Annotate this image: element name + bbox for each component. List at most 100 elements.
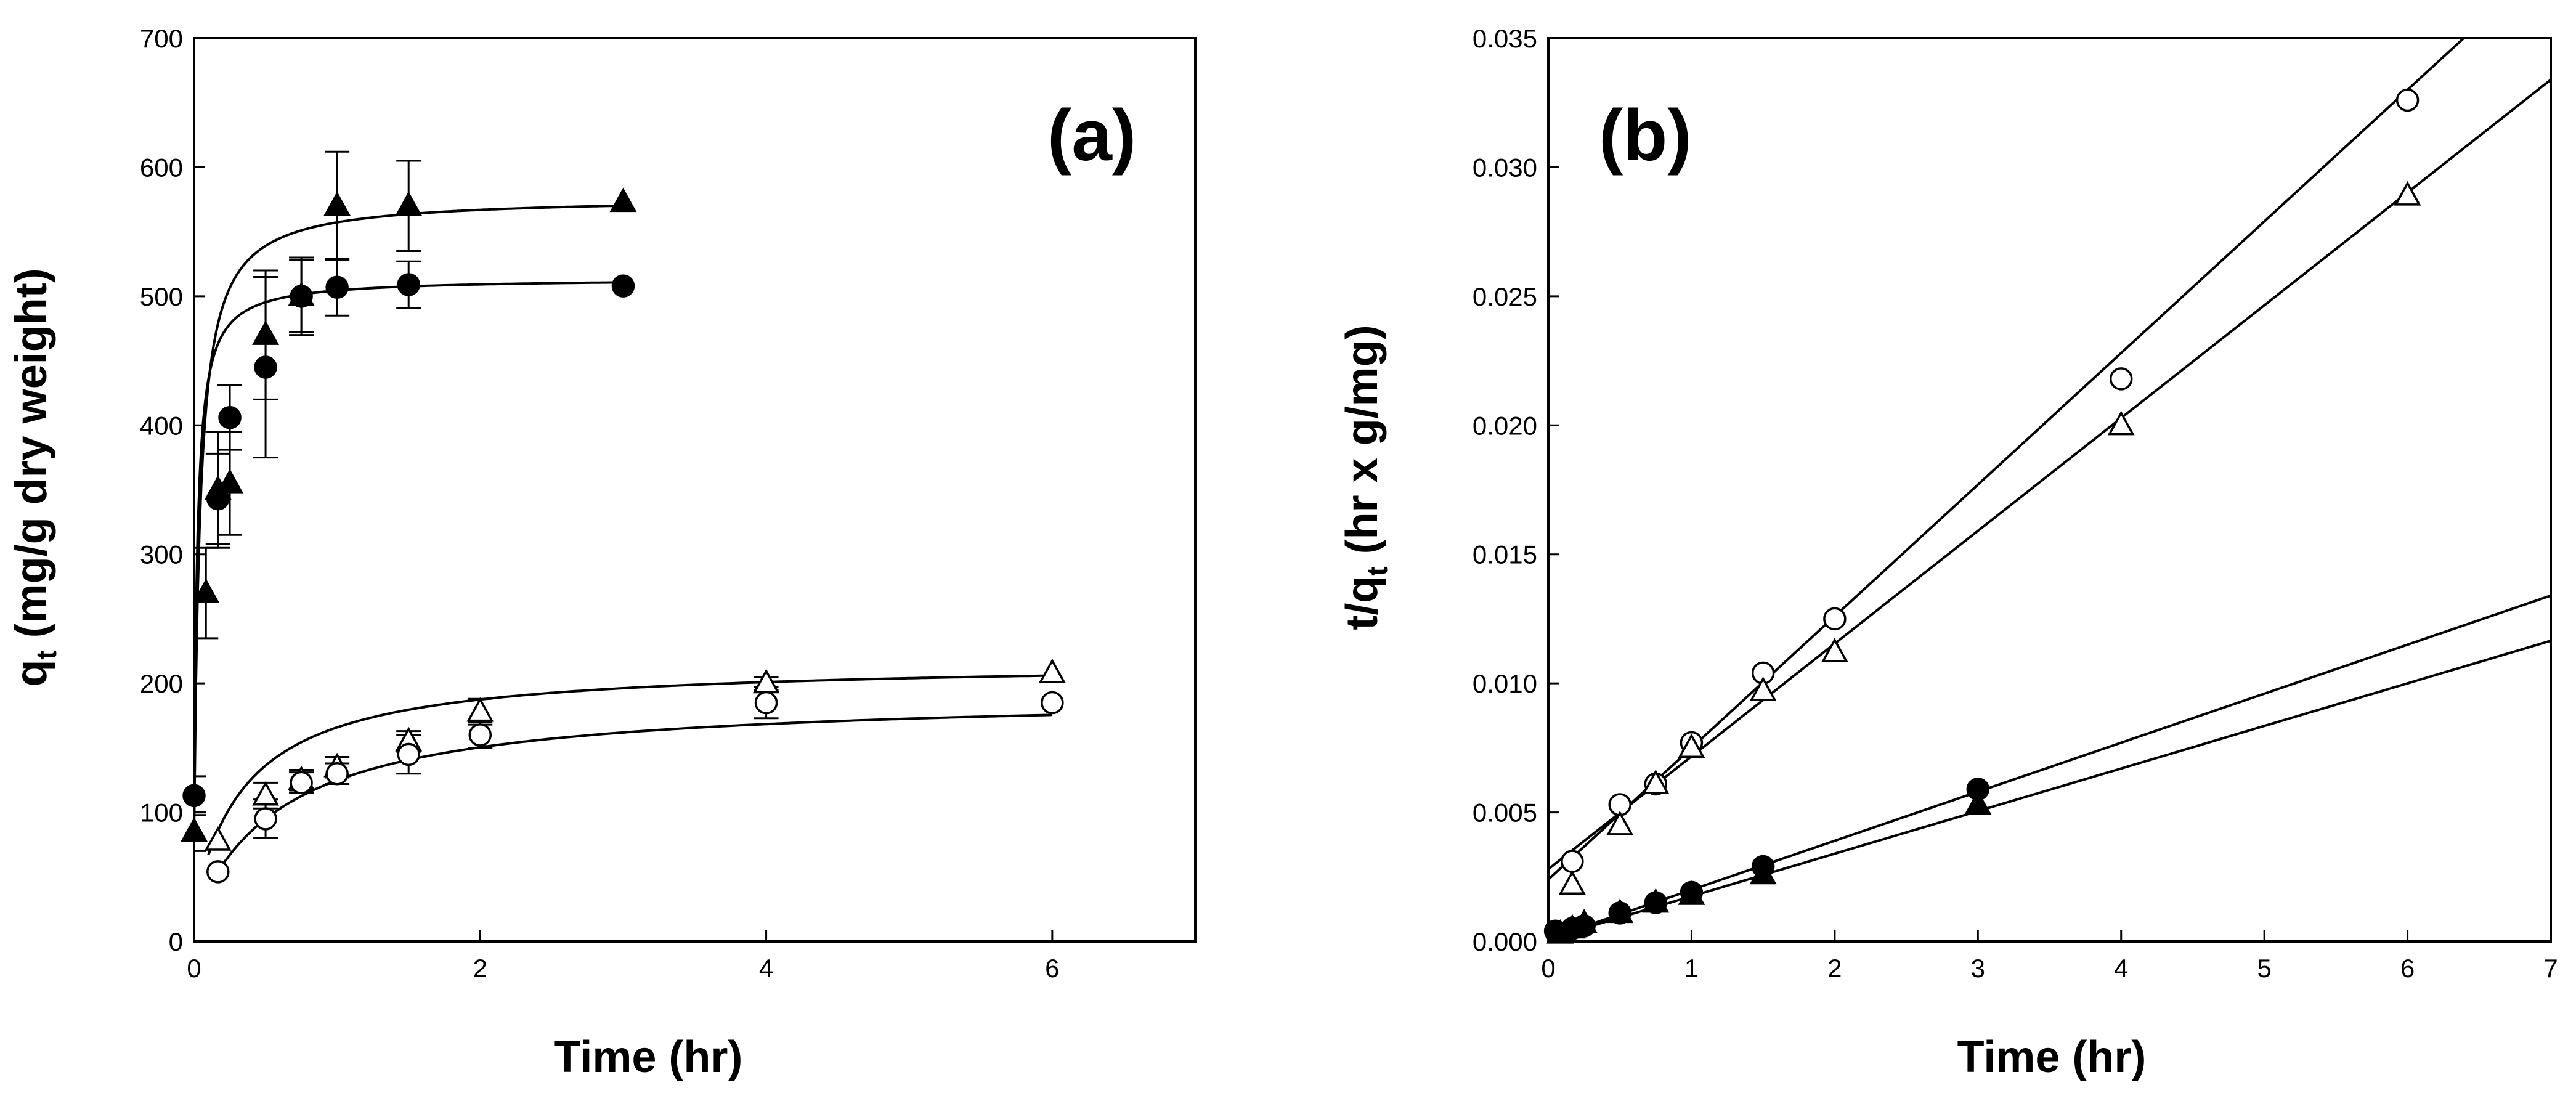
- data-point-filled-circle: [206, 487, 230, 511]
- data-point-filled-triangle: [1642, 888, 1670, 913]
- panel-label: (a): [1047, 95, 1136, 176]
- data-point-filled-circle: [218, 405, 242, 429]
- x-tick-label: 1: [1684, 954, 1699, 983]
- data-point-open-triangle: [1558, 870, 1586, 895]
- y-tick-label: 0.020: [1473, 411, 1537, 440]
- data-point-open-triangle: [1749, 676, 1777, 701]
- data-point-filled-circle: [397, 273, 420, 296]
- data-point-open-circle: [468, 723, 492, 747]
- error-bar: [194, 775, 206, 816]
- fit-line-open-triangle: [1548, 78, 2551, 871]
- y-tick-label: 300: [140, 540, 183, 569]
- x-tick-label: 7: [2543, 954, 2558, 983]
- y-tick-label: 200: [140, 669, 183, 698]
- x-tick-label: 4: [759, 954, 773, 983]
- data-point-open-circle: [754, 691, 778, 715]
- y-tick-label: 400: [140, 411, 183, 440]
- fit-line-open-triangle: [207, 674, 1052, 856]
- y-tick-label: 500: [140, 282, 183, 311]
- y-axis-title-main: q: [7, 660, 56, 687]
- fit-line-filled-circle: [1548, 594, 2551, 940]
- y-tick-label: 600: [140, 153, 183, 182]
- data-point-open-circle: [1561, 850, 1584, 873]
- data-point-open-triangle: [252, 781, 280, 806]
- data-point-open-circle: [206, 860, 230, 884]
- data-point-filled-triangle: [1606, 898, 1634, 924]
- data-point-filled-circle: [254, 355, 277, 379]
- panel-a: qt (mg/g dry weight) Time (hr) (a) 0 2 4 60…: [7, 24, 1197, 1082]
- data-point-filled-triangle: [252, 320, 280, 345]
- x-tick-label: 0: [187, 954, 201, 983]
- data-point-open-circle: [1823, 607, 1847, 631]
- data-point-filled-circle: [611, 274, 635, 298]
- panel-b: t/qt (hr x g/mg) Time (hr) (b) 0 1 2 3 4 5 6 7 0…: [1338, 24, 2558, 1082]
- y-tick-label: 100: [140, 798, 183, 827]
- data-point-open-triangle: [1678, 733, 1705, 758]
- data-point-open-triangle: [2394, 181, 2421, 206]
- y-tick-label: 0.010: [1473, 669, 1537, 698]
- svg-text:qt (mg/g dry weight): qt (mg/g dry weight): [7, 268, 62, 686]
- x-tick-label: 2: [1827, 954, 1842, 983]
- y-axis-title-rest: (mg/g dry weight): [7, 268, 56, 650]
- data-point-open-circle: [290, 771, 313, 795]
- data-point-filled-triangle: [609, 187, 637, 213]
- x-tick-label: 4: [2114, 954, 2128, 983]
- data-point-filled-triangle: [1964, 790, 1992, 815]
- data-point-filled-triangle: [181, 817, 208, 842]
- data-point-filled-triangle: [1678, 880, 1705, 905]
- data-point-open-triangle: [1642, 769, 1670, 794]
- data-point-open-triangle: [1038, 658, 1066, 683]
- data-point-open-triangle: [1606, 810, 1634, 835]
- plot-frame: [1547, 37, 2552, 943]
- data-point-open-circle: [254, 807, 277, 831]
- data-point-filled-triangle: [1749, 859, 1777, 885]
- y-tick-label: 0.015: [1473, 540, 1537, 569]
- fit-line-filled-triangle: [1548, 640, 2551, 940]
- y-tick-label: 0.005: [1473, 798, 1537, 827]
- x-axis-title: Time (hr): [1957, 1033, 2147, 1082]
- data-point-open-circle: [2395, 88, 2420, 112]
- y-axis-title-sub: t: [1361, 566, 1393, 575]
- y-tick-label: 0: [169, 927, 183, 956]
- y-axis-title-main: t/q: [1338, 576, 1387, 630]
- data-point-open-circle: [325, 762, 349, 786]
- x-axis-title: Time (hr): [554, 1033, 743, 1082]
- data-point-open-circle: [2109, 367, 2133, 391]
- data-point-filled-circle: [290, 285, 313, 308]
- fit-line-open-circle: [217, 713, 1052, 872]
- data-point-filled-triangle: [395, 191, 423, 216]
- x-tick-label: 0: [1541, 954, 1555, 983]
- y-tick-label: 0.000: [1473, 927, 1537, 956]
- y-axis-title: qt (mg/g dry weight): [7, 268, 62, 686]
- y-tick-label: 0.025: [1473, 282, 1537, 311]
- data-point-open-triangle: [2107, 410, 2135, 436]
- y-tick-label: 700: [140, 24, 183, 53]
- data-point-filled-circle: [182, 784, 206, 808]
- y-tick-label: 0.035: [1473, 24, 1537, 53]
- x-tick-label: 3: [1971, 954, 1985, 983]
- y-axis-title-rest: (hr x g/mg): [1338, 325, 1387, 566]
- data-point-filled-triangle: [192, 578, 220, 603]
- panel-label: (b): [1599, 95, 1692, 176]
- x-tick-label: 2: [473, 954, 487, 983]
- error-bar: [194, 811, 206, 852]
- data-point-open-triangle: [466, 697, 494, 722]
- data-point-filled-triangle: [216, 468, 244, 494]
- data-point-open-triangle: [204, 826, 232, 851]
- y-axis-title: t/qt (hr x g/mg): [1338, 325, 1393, 630]
- data-point-filled-triangle: [1570, 909, 1598, 933]
- x-tick-label: 6: [2400, 954, 2415, 983]
- data-point-open-triangle: [1821, 638, 1848, 663]
- y-tick-label: 0.030: [1473, 153, 1537, 182]
- data-point-filled-triangle: [323, 191, 351, 216]
- fit-line-open-circle: [1548, 38, 2466, 880]
- svg-text:t/qt (hr x g/mg): t/qt (hr x g/mg): [1338, 325, 1393, 630]
- plot-frame: [193, 37, 1197, 943]
- data-point-open-circle: [397, 742, 420, 766]
- y-axis-title-sub: t: [30, 650, 62, 659]
- data-point-filled-circle: [325, 275, 349, 299]
- x-tick-label: 6: [1045, 954, 1059, 983]
- data-point-open-circle: [1041, 691, 1064, 715]
- x-tick-label: 5: [2257, 954, 2271, 983]
